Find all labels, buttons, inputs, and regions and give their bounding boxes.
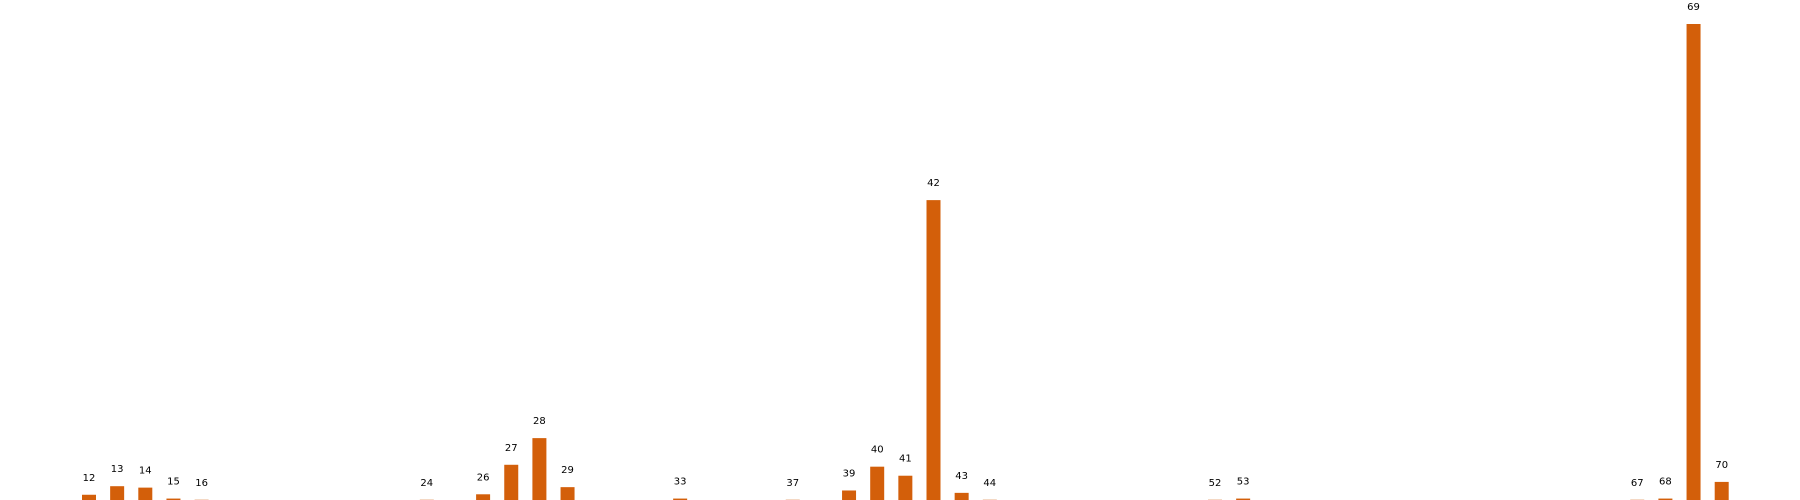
bar-label-52: 52 [1209, 478, 1222, 489]
bars-group [82, 24, 1729, 500]
bar-label-16: 16 [195, 478, 208, 489]
bar-28 [532, 438, 547, 500]
bar-27 [504, 464, 519, 500]
bar-label-70: 70 [1715, 460, 1728, 471]
bar-70 [1714, 481, 1729, 500]
bar-label-26: 26 [477, 472, 490, 483]
bar-label-53: 53 [1237, 477, 1250, 488]
bar-40 [870, 466, 885, 500]
bar-26 [476, 494, 491, 500]
bar-label-14: 14 [139, 466, 152, 477]
bar-69 [1686, 24, 1701, 500]
bar-label-43: 43 [955, 471, 968, 482]
bar-39 [842, 490, 857, 500]
bar-label-24: 24 [420, 478, 433, 489]
bar-41 [898, 475, 913, 500]
bar-label-33: 33 [674, 477, 687, 488]
bar-label-41: 41 [899, 454, 912, 465]
bar-label-67: 67 [1631, 478, 1644, 489]
bar-label-42: 42 [927, 178, 940, 189]
bar-42 [926, 200, 941, 500]
bar-14 [138, 487, 153, 500]
bar-label-15: 15 [167, 477, 180, 488]
bar-label-12: 12 [83, 473, 96, 484]
bar-label-28: 28 [533, 416, 546, 427]
bar-33 [673, 498, 688, 500]
bar-label-44: 44 [983, 478, 996, 489]
bar-68 [1658, 498, 1673, 500]
bar-12 [82, 494, 96, 500]
bar-label-37: 37 [786, 478, 799, 489]
bar-43 [954, 492, 969, 500]
bar-label-29: 29 [561, 465, 574, 476]
bar-label-40: 40 [871, 445, 884, 456]
bar-label-13: 13 [111, 464, 124, 475]
bar-label-68: 68 [1659, 477, 1672, 488]
bar-13 [110, 486, 125, 500]
bar-15 [166, 498, 181, 500]
bar-29 [560, 487, 575, 500]
bar-53 [1236, 498, 1251, 500]
bar-label-39: 39 [843, 468, 856, 479]
bar-label-69: 69 [1687, 2, 1700, 13]
bar-label-27: 27 [505, 443, 518, 454]
bar-labels-group: 12 13 14 15 16 24 26 27 28 29 33 37 39 40 41 42 43 44 52 53… [83, 2, 1728, 489]
